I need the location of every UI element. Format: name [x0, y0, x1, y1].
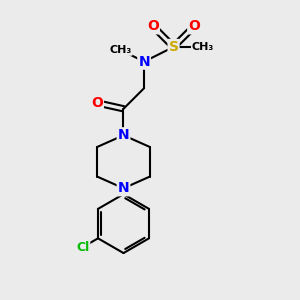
Text: N: N: [138, 55, 150, 69]
Text: CH₃: CH₃: [192, 42, 214, 52]
Text: O: O: [91, 96, 103, 110]
Text: N: N: [118, 181, 129, 195]
Text: S: S: [169, 40, 178, 54]
Text: O: O: [188, 19, 200, 33]
Text: N: N: [118, 128, 129, 142]
Text: O: O: [147, 19, 159, 33]
Text: CH₃: CH₃: [110, 45, 132, 55]
Text: Cl: Cl: [76, 241, 89, 254]
